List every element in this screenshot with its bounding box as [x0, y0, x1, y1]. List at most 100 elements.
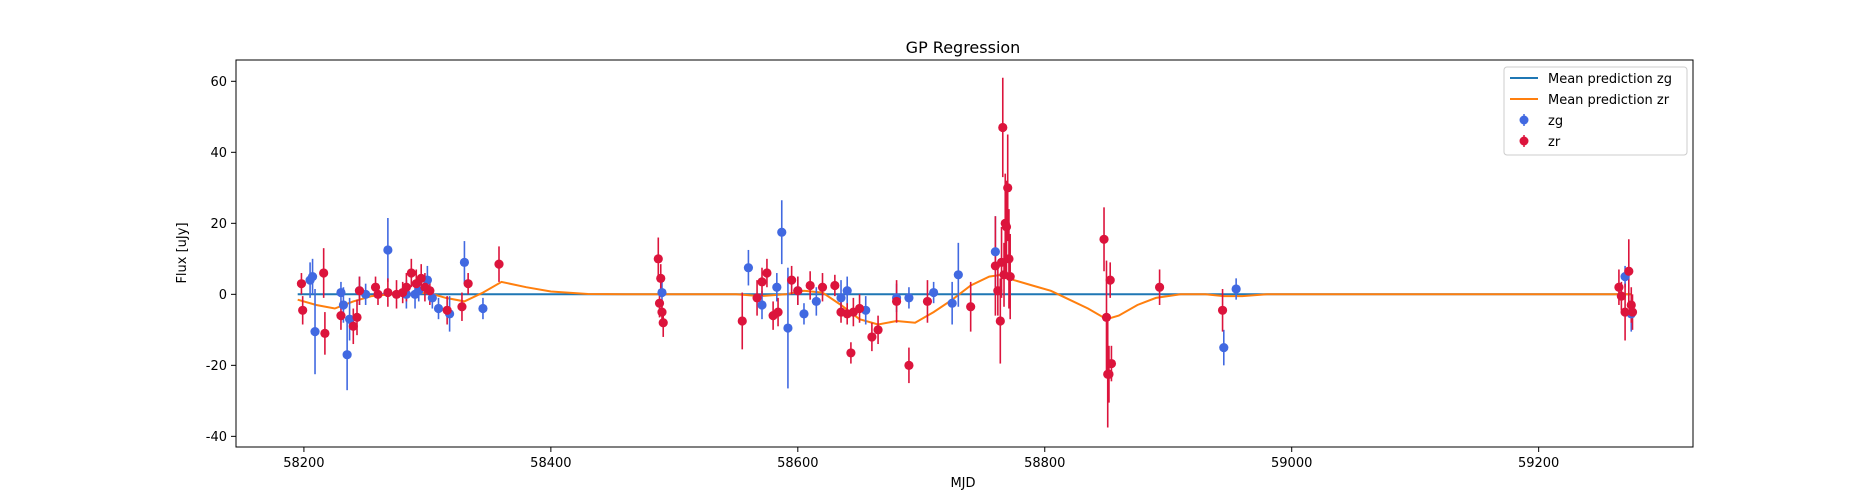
- x-tick-label: 58200: [283, 456, 324, 471]
- data-point-zr: [996, 257, 1007, 267]
- data-point-zg: [1231, 284, 1241, 294]
- legend-marker-zg: [1519, 115, 1529, 125]
- data-point-zr: [319, 268, 329, 278]
- data-point-zr: [1101, 312, 1112, 323]
- y-axis-label: Flux [uJy]: [175, 222, 190, 283]
- data-point-zr: [1104, 369, 1114, 379]
- data-point-zr: [752, 293, 762, 303]
- legend-marker-zr: [1519, 136, 1529, 146]
- y-tick-label: 20: [210, 217, 227, 232]
- data-point-zg: [929, 287, 939, 298]
- data-point-zr: [922, 296, 933, 307]
- data-point-zr: [425, 286, 435, 296]
- data-point-zr: [1620, 307, 1630, 317]
- chart-title: GP Regression: [906, 38, 1021, 57]
- data-point-zr: [463, 279, 473, 289]
- legend-box: [1503, 66, 1688, 156]
- x-tick-label: 58800: [1024, 456, 1065, 471]
- axes-layer: 58200 58400 58600 58800 59000 59200 -40 -20 0 20 4…: [206, 59, 1694, 471]
- data-point-zr: [1627, 307, 1638, 317]
- data-point-zr: [805, 280, 815, 291]
- data-point-zr: [1003, 183, 1013, 193]
- data-point-zr: [1154, 282, 1165, 292]
- data-point-zr: [298, 305, 308, 315]
- plot-frame: [235, 59, 1694, 448]
- data-point-zg: [772, 282, 782, 292]
- data-point-zr: [654, 298, 665, 308]
- data-point-zr: [416, 273, 426, 283]
- errorbars-layer: [300, 77, 1634, 428]
- data-point-zg: [947, 298, 957, 308]
- x-tick-label: 59000: [1271, 456, 1312, 471]
- mean-line-zr: [297, 273, 1632, 326]
- data-point-zg: [904, 293, 914, 303]
- data-point-zg: [342, 350, 352, 360]
- y-tick-label: -40: [206, 430, 227, 445]
- data-point-zr: [867, 332, 877, 342]
- data-point-zr: [354, 286, 365, 296]
- data-point-zg: [1219, 342, 1229, 353]
- data-point-zg: [383, 245, 393, 255]
- data-point-zr: [793, 286, 803, 296]
- data-point-zg: [811, 296, 821, 307]
- points-layer: [296, 122, 1638, 379]
- legend-label-zr: zr: [1548, 135, 1561, 150]
- data-point-zg: [336, 287, 346, 298]
- data-point-zr: [1217, 305, 1228, 315]
- data-point-zr: [1614, 282, 1624, 292]
- data-point-zr: [457, 302, 467, 312]
- data-point-zr: [854, 303, 865, 314]
- data-point-zr: [296, 279, 307, 289]
- data-point-zr: [373, 289, 383, 299]
- data-point-zr: [1105, 275, 1115, 285]
- data-point-zr: [1004, 254, 1014, 264]
- data-point-zg: [459, 257, 470, 267]
- data-point-zg: [657, 287, 667, 298]
- data-point-zr: [1106, 358, 1117, 369]
- data-point-zr: [1001, 222, 1012, 232]
- data-point-zr: [966, 302, 976, 312]
- data-point-zr: [352, 312, 362, 323]
- legend-label-zg: zg: [1548, 114, 1563, 129]
- data-point-zg: [344, 314, 355, 324]
- data-point-zr: [383, 287, 393, 298]
- data-point-zg: [953, 270, 963, 280]
- data-point-zr: [873, 325, 883, 335]
- data-point-zr: [1616, 291, 1626, 301]
- data-point-zr: [787, 275, 797, 285]
- data-point-zr: [773, 307, 783, 317]
- data-point-zr: [846, 348, 856, 358]
- data-point-zr: [1099, 234, 1109, 244]
- data-point-zg: [433, 303, 444, 314]
- data-point-zr: [762, 268, 772, 278]
- data-point-zr: [1005, 271, 1015, 282]
- data-point-zr: [817, 282, 828, 292]
- data-point-zg: [783, 323, 793, 333]
- data-point-zr: [998, 122, 1008, 133]
- data-point-zg: [799, 309, 809, 319]
- data-point-zr: [656, 273, 666, 283]
- data-point-zg: [743, 263, 754, 273]
- data-point-zr: [891, 296, 902, 307]
- y-tick-label: 0: [219, 288, 227, 303]
- y-tick-label: -20: [206, 359, 227, 374]
- data-point-zg: [307, 271, 318, 282]
- data-point-zg: [478, 303, 488, 314]
- x-tick-label: 58400: [530, 456, 571, 471]
- data-point-zr: [401, 282, 411, 292]
- legend: Mean prediction zg Mean prediction zr zg…: [1503, 66, 1688, 156]
- data-point-zr: [320, 328, 330, 338]
- data-point-zr: [348, 321, 358, 331]
- data-point-zr: [442, 305, 452, 315]
- legend-label-mean-zr: Mean prediction zr: [1548, 93, 1670, 108]
- x-tick-label: 59200: [1518, 456, 1559, 471]
- data-point-zg: [338, 300, 349, 310]
- data-point-zr: [370, 282, 381, 292]
- data-point-zr: [1626, 300, 1636, 310]
- data-point-zr: [757, 277, 767, 287]
- data-point-zr: [406, 268, 416, 278]
- mean-lines-layer: [297, 273, 1632, 326]
- data-point-zr: [494, 259, 504, 269]
- data-point-zr: [737, 316, 747, 326]
- data-point-zr: [995, 316, 1005, 326]
